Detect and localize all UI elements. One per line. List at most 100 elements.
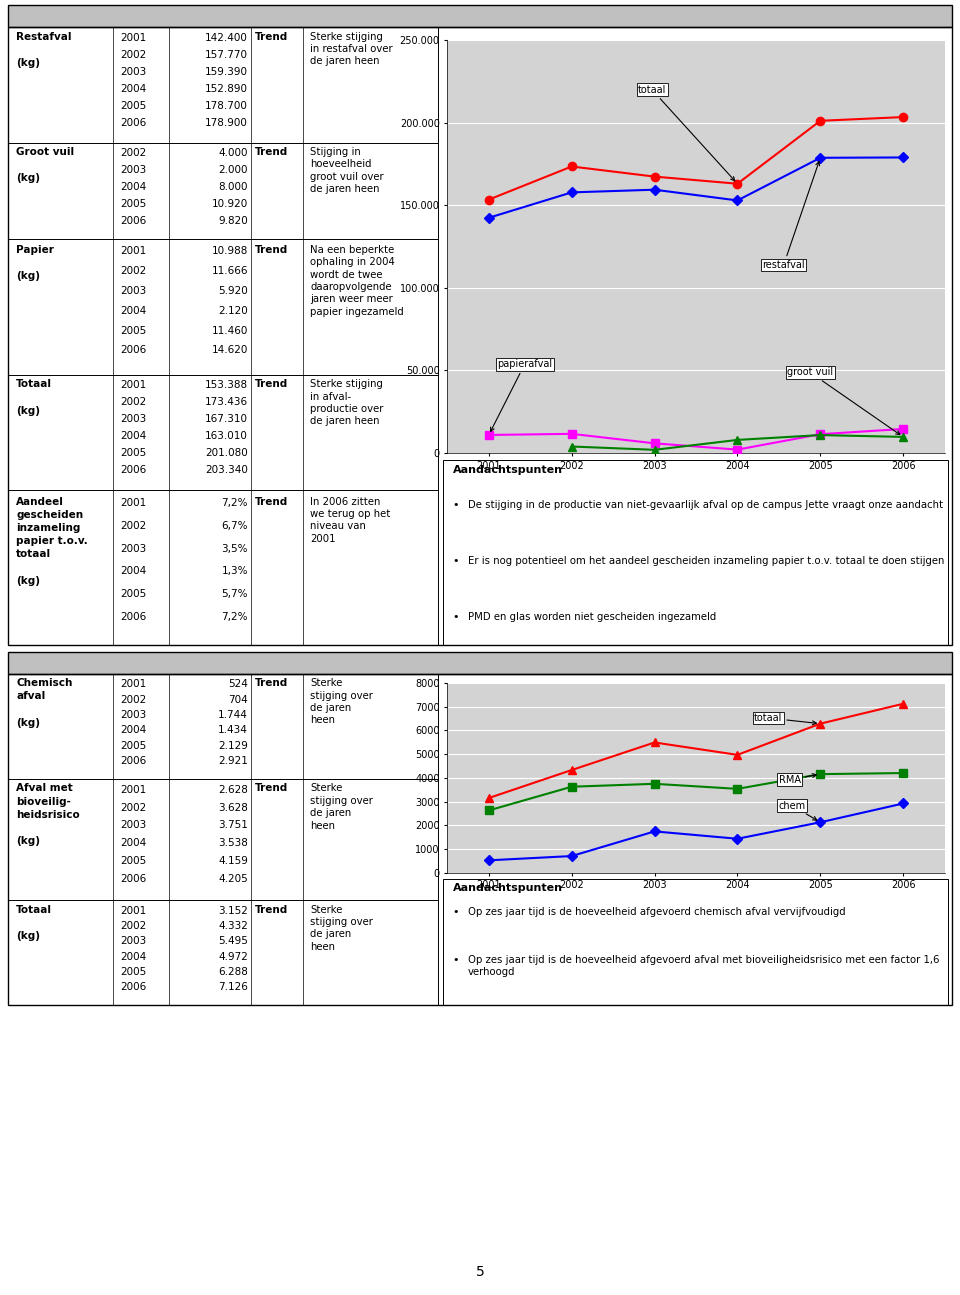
Text: 4.205: 4.205 [218,874,248,884]
Text: 2.628: 2.628 [218,785,248,795]
Text: 2001: 2001 [120,381,146,390]
Text: 2005: 2005 [120,589,146,598]
Text: Trend: Trend [254,679,288,688]
Text: 5: 5 [475,1265,485,1278]
Text: 2.120: 2.120 [218,306,248,316]
Text: 2004: 2004 [120,952,146,962]
Text: 3.152: 3.152 [218,905,248,916]
Text: Aandachtspunten: Aandachtspunten [453,883,563,894]
Text: 159.390: 159.390 [204,67,248,76]
Text: 3.538: 3.538 [218,838,248,848]
Text: Sterke stijging
in restafval over
de jaren heen: Sterke stijging in restafval over de jar… [310,31,393,66]
Text: 178.900: 178.900 [204,118,248,128]
Text: 5,7%: 5,7% [222,589,248,598]
Text: 173.436: 173.436 [204,398,248,408]
Text: Restafval

(kg): Restafval (kg) [16,31,72,69]
Text: Trend: Trend [254,245,288,255]
Text: Chemisch
afval

(kg): Chemisch afval (kg) [16,679,73,728]
Text: •: • [453,556,459,566]
Text: 2006: 2006 [120,983,146,992]
Text: 2005: 2005 [120,741,146,751]
Text: restafval: restafval [762,162,820,271]
Text: Inzameling gevaarlijk afval – campus Jette (kg): Inzameling gevaarlijk afval – campus Jet… [15,657,345,670]
Text: 2004: 2004 [120,431,146,442]
Text: 2.921: 2.921 [218,756,248,765]
Text: 178.700: 178.700 [204,101,248,111]
Text: 2006: 2006 [120,611,146,622]
Text: 2.000: 2.000 [218,164,248,175]
Text: Papier

(kg): Papier (kg) [16,245,54,281]
Text: Trend: Trend [254,905,288,914]
Text: Trend: Trend [254,379,288,390]
Text: 2003: 2003 [120,710,146,720]
Text: 153.388: 153.388 [204,381,248,390]
Text: 2003: 2003 [120,67,146,76]
Text: Trend: Trend [254,783,288,794]
Text: groot vuil: groot vuil [787,368,900,435]
Text: Aandeel
gescheiden
inzameling
papier t.o.v.
totaal

(kg): Aandeel gescheiden inzameling papier t.o… [16,497,88,585]
Text: 2002: 2002 [120,148,146,158]
Text: 8.000: 8.000 [218,181,248,192]
Text: 2002: 2002 [120,521,146,531]
Text: Totaal

(kg): Totaal (kg) [16,905,52,941]
Text: 2004: 2004 [120,181,146,192]
Text: PMD en glas worden niet gescheiden ingezameld: PMD en glas worden niet gescheiden ingez… [468,611,716,622]
Text: 2002: 2002 [120,803,146,812]
Text: 2006: 2006 [120,346,146,355]
Text: 2002: 2002 [120,921,146,931]
Text: 2006: 2006 [120,118,146,128]
Text: 6.288: 6.288 [218,967,248,976]
Text: 1,3%: 1,3% [222,566,248,576]
Text: 2005: 2005 [120,101,146,111]
Text: Er is nog potentieel om het aandeel gescheiden inzameling papier t.o.v. totaal t: Er is nog potentieel om het aandeel gesc… [468,556,945,566]
Text: 2002: 2002 [120,265,146,276]
Text: 14.620: 14.620 [211,346,248,355]
Text: 2004: 2004 [120,725,146,736]
Text: 2005: 2005 [120,448,146,458]
Text: 2001: 2001 [120,246,146,256]
Text: 2001: 2001 [120,32,146,43]
Text: Sterke
stijging over
de jaren
heen: Sterke stijging over de jaren heen [310,679,372,725]
Text: 2005: 2005 [120,325,146,335]
Text: 524: 524 [228,679,248,689]
Text: •: • [453,611,459,622]
Text: Groot vuil

(kg): Groot vuil (kg) [16,146,74,183]
Text: Op zes jaar tijd is de hoeveelheid afgevoerd afval met bioveiligheidsrisico met : Op zes jaar tijd is de hoeveelheid afgev… [468,954,939,978]
Text: 5.920: 5.920 [218,286,248,295]
Text: 2001: 2001 [120,785,146,795]
Text: 163.010: 163.010 [204,431,248,442]
Text: Aandachtspunten: Aandachtspunten [453,465,563,475]
Text: 2003: 2003 [120,286,146,295]
Text: Stijging in
hoeveelheid
groot vuil over
de jaren heen: Stijging in hoeveelheid groot vuil over … [310,146,384,194]
Text: 167.310: 167.310 [204,414,248,425]
Text: 4.000: 4.000 [218,148,248,158]
Text: 2006: 2006 [120,874,146,884]
Text: Op zes jaar tijd is de hoeveelheid afgevoerd chemisch afval vervijfvoudigd: Op zes jaar tijd is de hoeveelheid afgev… [468,906,846,917]
Text: 203.340: 203.340 [204,465,248,475]
Text: 2001: 2001 [120,679,146,689]
Text: 142.400: 142.400 [204,32,248,43]
Text: 2002: 2002 [120,694,146,704]
Text: 2005: 2005 [120,198,146,208]
Text: Trend: Trend [254,31,288,41]
Text: 704: 704 [228,694,248,704]
Text: 5.495: 5.495 [218,936,248,947]
Text: chem: chem [779,800,817,820]
Text: 2002: 2002 [120,398,146,408]
Text: 10.920: 10.920 [211,198,248,208]
Text: 2003: 2003 [120,414,146,425]
Text: 2003: 2003 [120,936,146,947]
Text: 2004: 2004 [120,84,146,93]
Text: 2006: 2006 [120,465,146,475]
Text: 2002: 2002 [120,49,146,60]
Text: 152.890: 152.890 [204,84,248,93]
Text: Sterke
stijging over
de jaren
heen: Sterke stijging over de jaren heen [310,905,372,952]
Text: RMA: RMA [779,773,816,785]
Text: 2001: 2001 [120,499,146,508]
Text: 9.820: 9.820 [218,216,248,225]
Text: 7,2%: 7,2% [222,499,248,508]
Text: totaal: totaal [754,714,816,725]
Text: 11.460: 11.460 [211,325,248,335]
Text: 2006: 2006 [120,216,146,225]
Text: Totaal

(kg): Totaal (kg) [16,379,52,416]
